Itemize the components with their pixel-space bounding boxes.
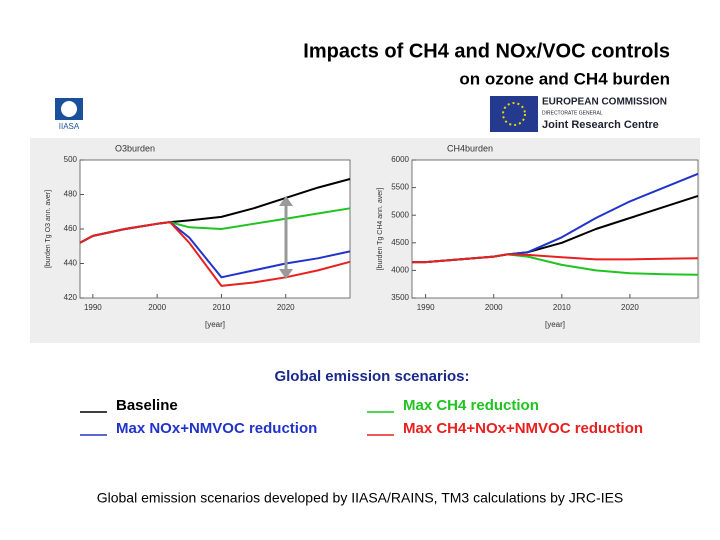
x-tick-label: 1990 xyxy=(417,303,435,312)
ec-text: DIRECTORATE GENERAL xyxy=(542,110,603,116)
y-tick-label: 4000 xyxy=(391,266,409,275)
plot-area xyxy=(411,159,699,299)
y-axis-label: [burden Tg O3 ann. aver] xyxy=(45,190,52,268)
y-tick-label: 500 xyxy=(64,155,78,164)
y-tick-label: 480 xyxy=(64,190,78,199)
x-tick-label: 2000 xyxy=(148,303,166,312)
legend-label: Max NOx+NMVOC reduction xyxy=(116,420,317,437)
chart-title: O3burden xyxy=(115,143,155,153)
chart-title: CH4burden xyxy=(447,143,493,153)
y-tick-label: 6000 xyxy=(391,155,409,164)
legend-label: Baseline xyxy=(116,397,178,414)
series-line xyxy=(412,253,699,264)
ec-logo: EUROPEAN COMMISSION DIRECTORATE GENERAL … xyxy=(490,96,667,132)
y-tick-label: 5500 xyxy=(391,183,409,192)
legend-label: Max CH4+NOx+NMVOC reduction xyxy=(403,420,643,437)
x-axis-label: [year] xyxy=(545,320,565,329)
footer: Global emission scenarios developed by I… xyxy=(97,490,624,506)
y-tick-label: 420 xyxy=(64,293,78,302)
y-tick-label: 5000 xyxy=(391,210,409,219)
logo-text: IIASA xyxy=(59,122,80,131)
series-line xyxy=(79,221,351,287)
x-tick-label: 2010 xyxy=(553,303,571,312)
y-axis-label: [burden Tg CH4 ann. aver] xyxy=(377,188,384,271)
arrow-head xyxy=(279,196,293,206)
y-tick-label: 4500 xyxy=(391,238,409,247)
eu-stars xyxy=(502,102,526,126)
arrow-head xyxy=(279,269,293,279)
slide-title: Impacts of CH4 and NOx/VOC controls xyxy=(303,40,670,62)
y-tick-label: 460 xyxy=(64,224,78,233)
eu-flag xyxy=(490,96,538,132)
x-tick-label: 2010 xyxy=(213,303,231,312)
x-axis-label: [year] xyxy=(205,320,225,329)
legend-label: Max CH4 reduction xyxy=(403,397,539,414)
x-tick-label: 2000 xyxy=(485,303,503,312)
y-tick-label: 3500 xyxy=(391,293,409,302)
logo-globe xyxy=(61,101,77,117)
ec-text: Joint Research Centre xyxy=(542,119,659,131)
x-tick-label: 2020 xyxy=(277,303,295,312)
x-tick-label: 1990 xyxy=(84,303,102,312)
slide-subtitle: on ozone and CH4 burden xyxy=(459,69,670,88)
x-tick-label: 2020 xyxy=(621,303,639,312)
y-tick-label: 440 xyxy=(64,259,78,268)
legend-title: Global emission scenarios: xyxy=(274,368,469,385)
ec-text: EUROPEAN COMMISSION xyxy=(542,97,667,108)
iiasa-logo: IIASA xyxy=(55,98,83,131)
